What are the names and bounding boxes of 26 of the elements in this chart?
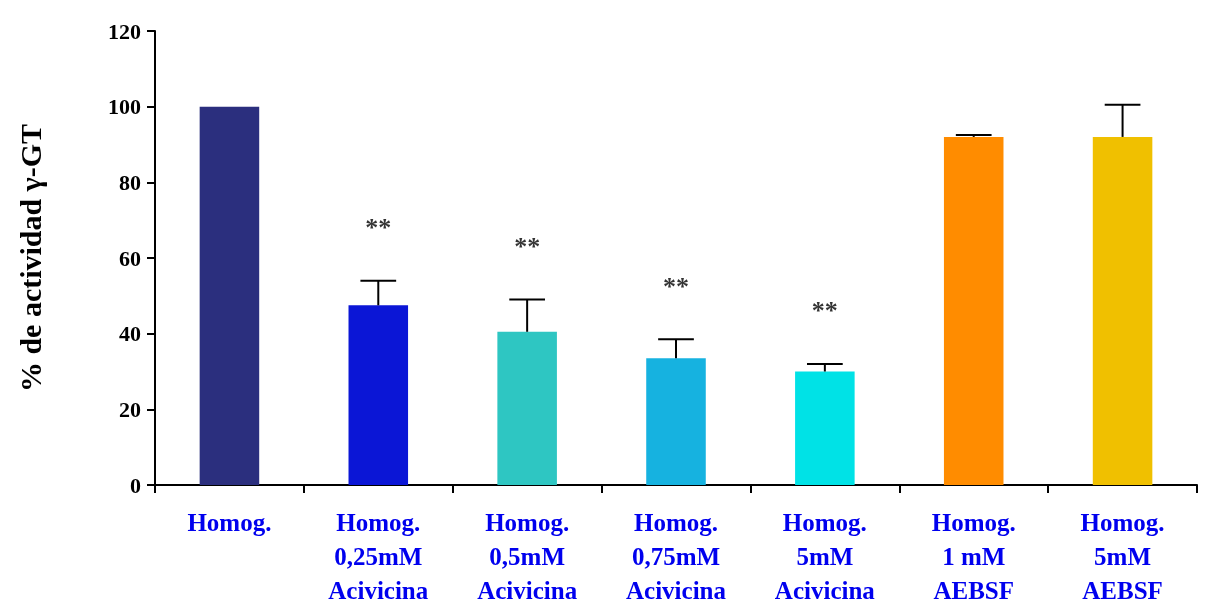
bar [646,358,706,485]
x-tick-label: Homog. 0,25mM Acivicina [328,508,429,604]
bar [1092,136,1153,485]
y-tick-label: 120 [108,18,141,44]
annotation: ** [663,271,689,301]
x-tick-label: Homog. 0,75mM Acivicina [626,508,727,604]
y-tick-label: 40 [119,321,141,347]
annotation: ** [514,232,541,262]
x-tick-label: Homog. 1 mM AEBSF [931,508,1016,604]
bar [497,331,557,485]
y-tick-label: 60 [119,245,141,271]
bar [795,371,855,485]
x-tick-label: Homog. 5mM AEBSF [1080,508,1165,604]
y-axis-title: % de actividad γ-GT [13,123,47,393]
x-tick-label: Homog. [187,508,272,536]
bar [943,136,1004,485]
y-tick-label: 20 [119,396,141,422]
x-tick-label: Homog. 5mM Acivicina [774,508,876,604]
y-tick-label: 100 [108,94,141,120]
y-tick-label: 80 [119,169,141,195]
annotation: ** [811,296,838,326]
bar [348,305,409,485]
y-tick-label: 0 [130,472,141,498]
x-tick-label: Homog. 0,5mM Acivicina [477,508,578,604]
bar [199,106,260,485]
annotation: ** [365,213,392,243]
